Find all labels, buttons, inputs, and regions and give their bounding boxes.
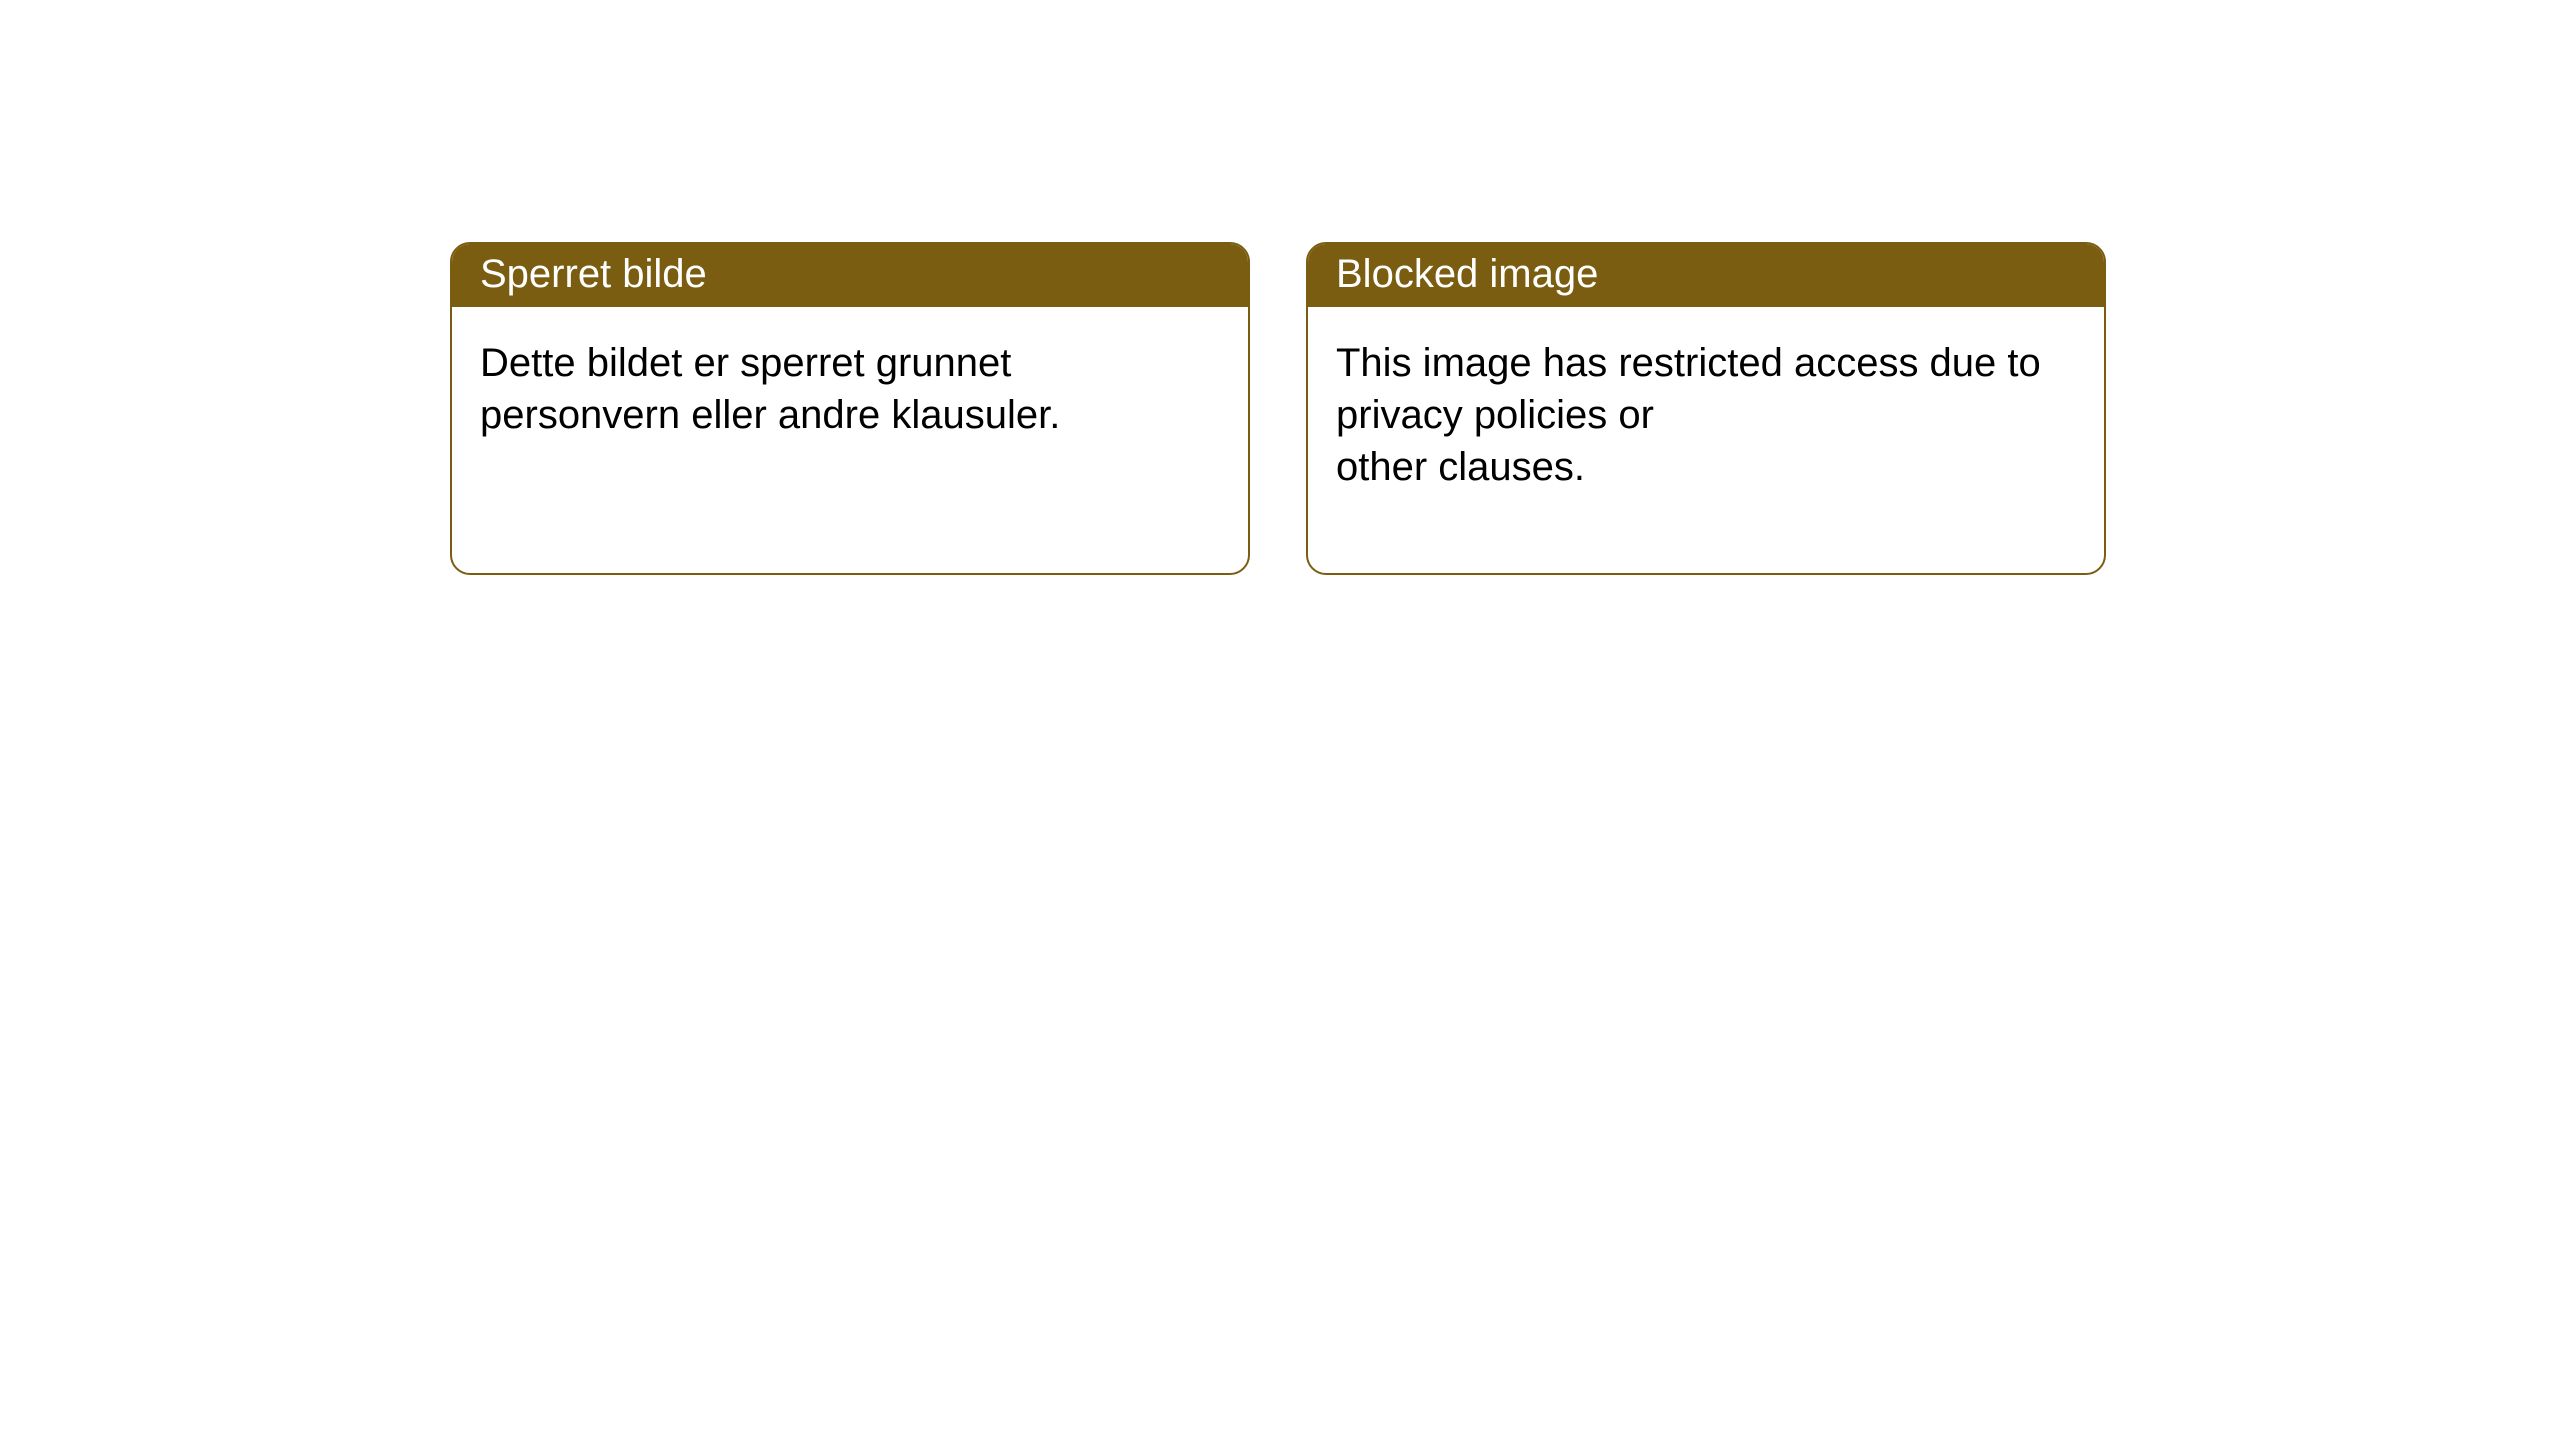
notice-card-english: Blocked image This image has restricted … (1306, 242, 2106, 575)
notice-container: Sperret bilde Dette bildet er sperret gr… (0, 0, 2560, 575)
notice-body: Dette bildet er sperret grunnet personve… (452, 307, 1248, 521)
notice-header: Sperret bilde (452, 244, 1248, 307)
notice-header: Blocked image (1308, 244, 2104, 307)
notice-card-norwegian: Sperret bilde Dette bildet er sperret gr… (450, 242, 1250, 575)
notice-body: This image has restricted access due to … (1308, 307, 2104, 573)
